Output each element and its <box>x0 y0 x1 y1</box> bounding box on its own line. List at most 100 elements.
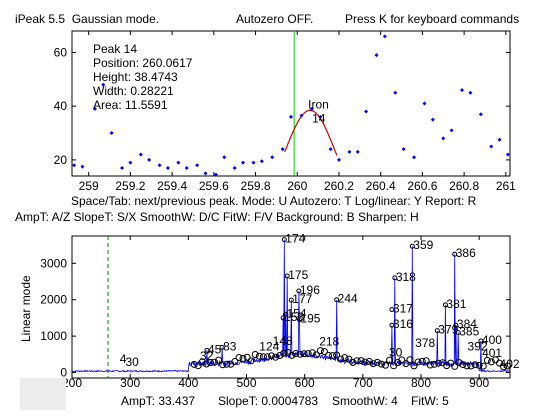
peak-marker <box>334 297 340 303</box>
lower-x-tick-label: 500 <box>236 376 256 390</box>
data-point <box>328 147 333 152</box>
peak-marker <box>333 351 341 359</box>
data-point <box>422 101 427 106</box>
peak-marker <box>239 354 247 362</box>
keyboard-hint: Press K for keyboard commands <box>345 12 520 26</box>
upper-x-tick-label: 260.6 <box>407 179 437 193</box>
peak-marker <box>504 362 512 370</box>
upper-x-tick-label: 259.8 <box>241 179 271 193</box>
peak-marker <box>272 353 280 361</box>
peak-number-text: 400 <box>482 333 502 347</box>
peak-number-text: 379 <box>438 323 458 337</box>
peak-marker <box>219 344 225 350</box>
peak-marker <box>369 360 377 368</box>
peak-marker <box>235 354 243 362</box>
upper-y-tick-label: 20 <box>54 153 68 167</box>
data-point <box>138 152 143 157</box>
peak-marker <box>280 315 286 321</box>
peak-marker <box>190 360 198 368</box>
upper-y-tick-label: 40 <box>54 99 68 113</box>
peak-marker <box>353 357 361 365</box>
peak-marker <box>296 317 302 323</box>
lower-axis-ticks: 200 300 400 500 600 700 800 900 0 1000 2000 3000 <box>40 236 510 390</box>
peak-marker <box>392 275 398 281</box>
peak-marker <box>452 251 458 257</box>
header-title: iPeak 5.5 Gaussian mode. <box>15 12 159 26</box>
peak-number-text: 392 <box>468 340 488 354</box>
peak-marker <box>422 357 430 365</box>
peak-number-text: 148 <box>273 334 293 348</box>
peak-marker <box>243 353 251 361</box>
autozero-status: Autozero OFF. <box>236 12 314 26</box>
peak-marker <box>442 302 448 308</box>
peak-marker <box>341 354 349 362</box>
peak-marker <box>377 360 385 368</box>
peak-marker <box>211 358 219 366</box>
data-point <box>280 147 285 152</box>
peak-number-text: 154 <box>286 306 306 320</box>
peak-width: Width: 0.28221 <box>93 84 174 98</box>
peak-marker <box>455 358 463 366</box>
peak-marker <box>471 361 479 369</box>
peak-number-text: 359 <box>413 238 433 252</box>
peak-number-text: 45 <box>208 342 222 356</box>
peak-number-text: 378 <box>415 336 435 350</box>
upper-y-tick-label: 60 <box>54 45 68 59</box>
data-point <box>412 155 417 160</box>
peak-marker <box>357 357 365 365</box>
peak-marker <box>198 358 206 366</box>
peak-number-text: 124 <box>259 339 279 353</box>
data-point <box>374 53 379 58</box>
peak-marker <box>434 328 440 334</box>
peak-number-text: 174 <box>285 232 305 246</box>
data-point <box>222 155 227 160</box>
data-point <box>147 157 152 162</box>
peak-marker <box>459 361 467 369</box>
peak-marker <box>259 353 267 361</box>
lower-x-tick-label: 200 <box>62 376 82 390</box>
data-point <box>184 165 189 170</box>
status-line-1: Space/Tab: next/previous peak. Mode: U A… <box>71 194 477 208</box>
peak-marker <box>496 359 504 367</box>
lower-x-tick-label: 900 <box>469 376 489 390</box>
peak-marker <box>414 358 422 366</box>
data-point <box>203 171 208 176</box>
footer-smoothw: SmoothW: 4 <box>332 394 398 408</box>
peak-marker <box>255 352 263 360</box>
peak-number-text: 83 <box>223 339 237 353</box>
data-point <box>430 117 435 122</box>
peak-marker <box>204 347 210 353</box>
peak-marker <box>386 356 394 364</box>
peak-number-text: 318 <box>396 270 416 284</box>
peak-marker <box>475 361 483 369</box>
peak-marker <box>500 363 508 371</box>
data-point <box>195 163 200 168</box>
peak-area: Area: 11.5591 <box>93 98 168 112</box>
data-point <box>80 164 85 169</box>
data-point <box>241 160 246 165</box>
data-point <box>232 165 237 170</box>
data-point <box>497 137 502 142</box>
peak-number-text: 381 <box>446 297 466 311</box>
data-point <box>101 82 106 87</box>
peak-marker <box>382 361 390 369</box>
data-point <box>489 144 494 149</box>
peak-marker <box>308 349 316 357</box>
peak-marker <box>202 360 210 368</box>
peak-number-text: 316 <box>393 317 413 331</box>
data-point <box>259 159 264 164</box>
peak-marker <box>418 357 426 365</box>
peak-number-text: 153 <box>284 310 304 324</box>
peak-number-text: 401 <box>482 346 502 360</box>
lower-x-tick-label: 600 <box>295 376 315 390</box>
peak-position: Position: 260.0617 <box>93 56 193 70</box>
lower-y-tick-label: 0 <box>60 366 67 380</box>
data-point <box>318 114 323 119</box>
upper-x-tick-label: 259.6 <box>199 179 229 193</box>
data-point <box>120 165 125 170</box>
lower-x-tick-label: 700 <box>353 376 373 390</box>
peak-marker <box>451 362 459 370</box>
peak-marker <box>206 359 214 367</box>
